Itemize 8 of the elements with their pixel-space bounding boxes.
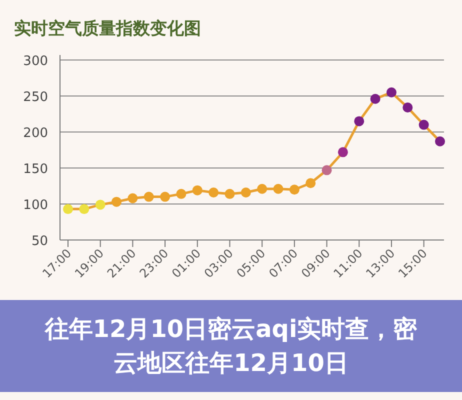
y-tick-label: 150 — [23, 162, 48, 177]
y-tick-label: 250 — [23, 90, 48, 105]
y-tick-label: 300 — [23, 54, 48, 69]
chart-title: 实时空气质量指数变化图 — [14, 19, 201, 39]
y-tick-label: 100 — [23, 198, 48, 213]
y-tick-label: 50 — [31, 234, 48, 249]
text: 往年12月10日密云aqi实时查，密云地区往年12月10日 — [0, 300, 462, 392]
y-tick-label: 200 — [23, 126, 48, 141]
